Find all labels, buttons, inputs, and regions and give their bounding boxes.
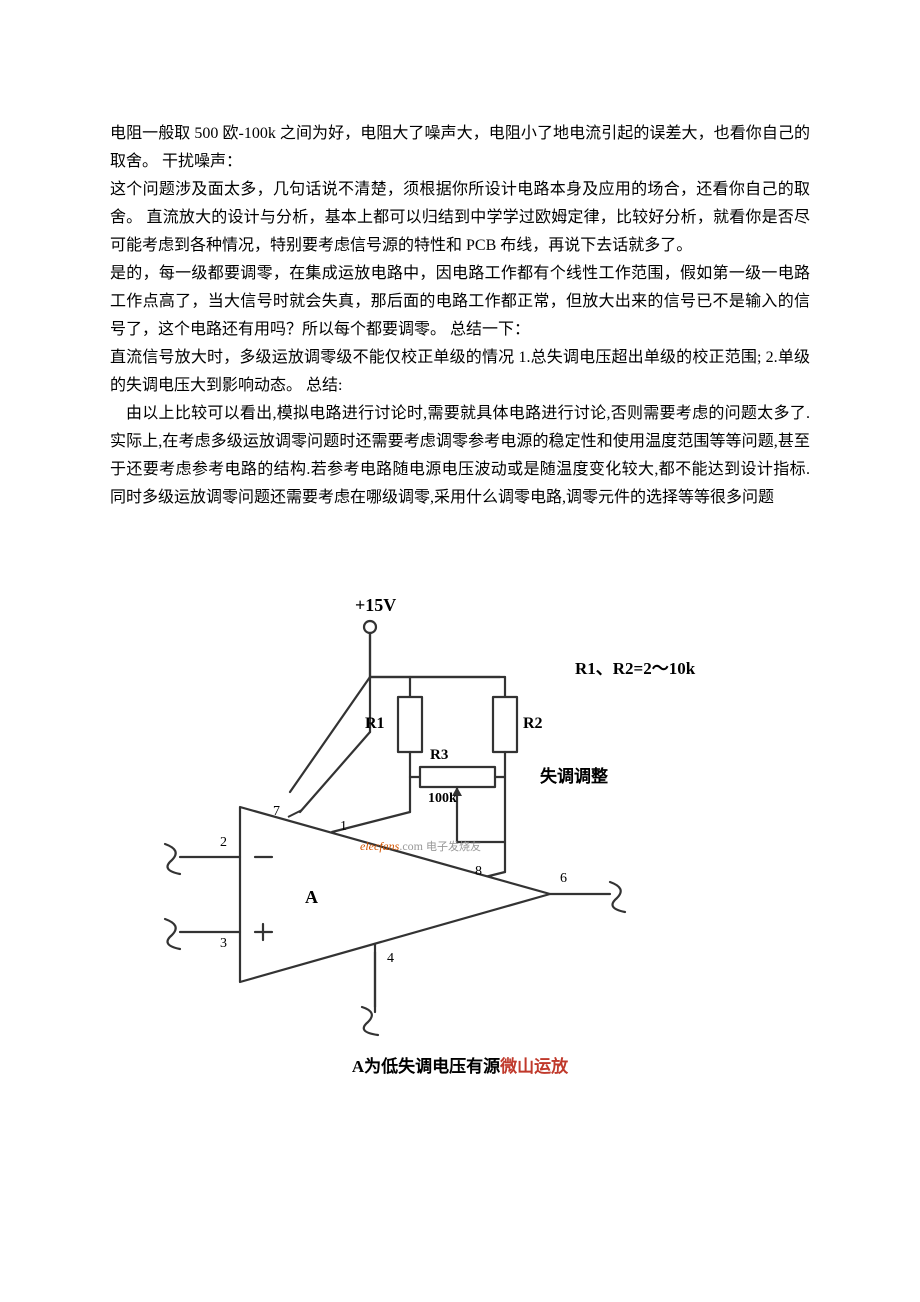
body-paragraph-2: 这个问题涉及面太多，几句话说不清楚，须根据你所设计电路本身及应用的场合，还看你自… <box>110 176 810 260</box>
r3-label: R3 <box>430 742 448 768</box>
pot-value-label: 100k <box>428 787 457 812</box>
pin-6: 6 <box>560 867 567 892</box>
pin-7: 7 <box>273 800 280 825</box>
body-paragraph-4: 直流信号放大时，多级运放调零级不能仅校正单级的情况 1.总失调电压超出单级的校正… <box>110 344 810 400</box>
supply-label: +15V <box>355 590 396 622</box>
r2-label: R2 <box>523 710 543 738</box>
pin-1: 1 <box>340 815 347 840</box>
body-paragraph-5: 由以上比较可以看出,模拟电路进行讨论时,需要就具体电路进行讨论,否则需要考虑的问… <box>110 400 810 512</box>
circuit-caption: A为低失调电压有源微山运放 <box>110 1052 810 1082</box>
watermark-main: elecfans <box>360 839 399 853</box>
circuit-svg <box>110 582 810 1082</box>
pin-8: 8 <box>475 860 482 885</box>
amp-label: A <box>305 882 318 914</box>
caption-prefix: A为低失调电压有源 <box>352 1057 500 1076</box>
body-paragraph-1: 电阻一般取 500 欧-100k 之间为好，电阻大了噪声大，电阻小了地电流引起的… <box>110 120 810 176</box>
circuit-diagram: +15V R1 R2 R3 100k 失调调整 R1、R2=2～10k A 7 … <box>110 582 810 1082</box>
pin-2: 2 <box>220 831 227 856</box>
caption-red: 微山运放 <box>500 1057 568 1076</box>
pin-4: 4 <box>387 947 394 972</box>
resistor-range-label: R1、R2=2～10k <box>575 654 695 684</box>
body-paragraph-3: 是的，每一级都要调零，在集成运放电路中，因电路工作都有个线性工作范围，假如第一级… <box>110 260 810 344</box>
offset-adjust-label: 失调调整 <box>540 762 608 792</box>
watermark-suffix: 电子发烧友 <box>426 841 481 853</box>
pin-3: 3 <box>220 932 227 957</box>
watermark: elecfans.com 电子发烧友 <box>360 836 481 857</box>
r1-label: R1 <box>365 710 385 738</box>
